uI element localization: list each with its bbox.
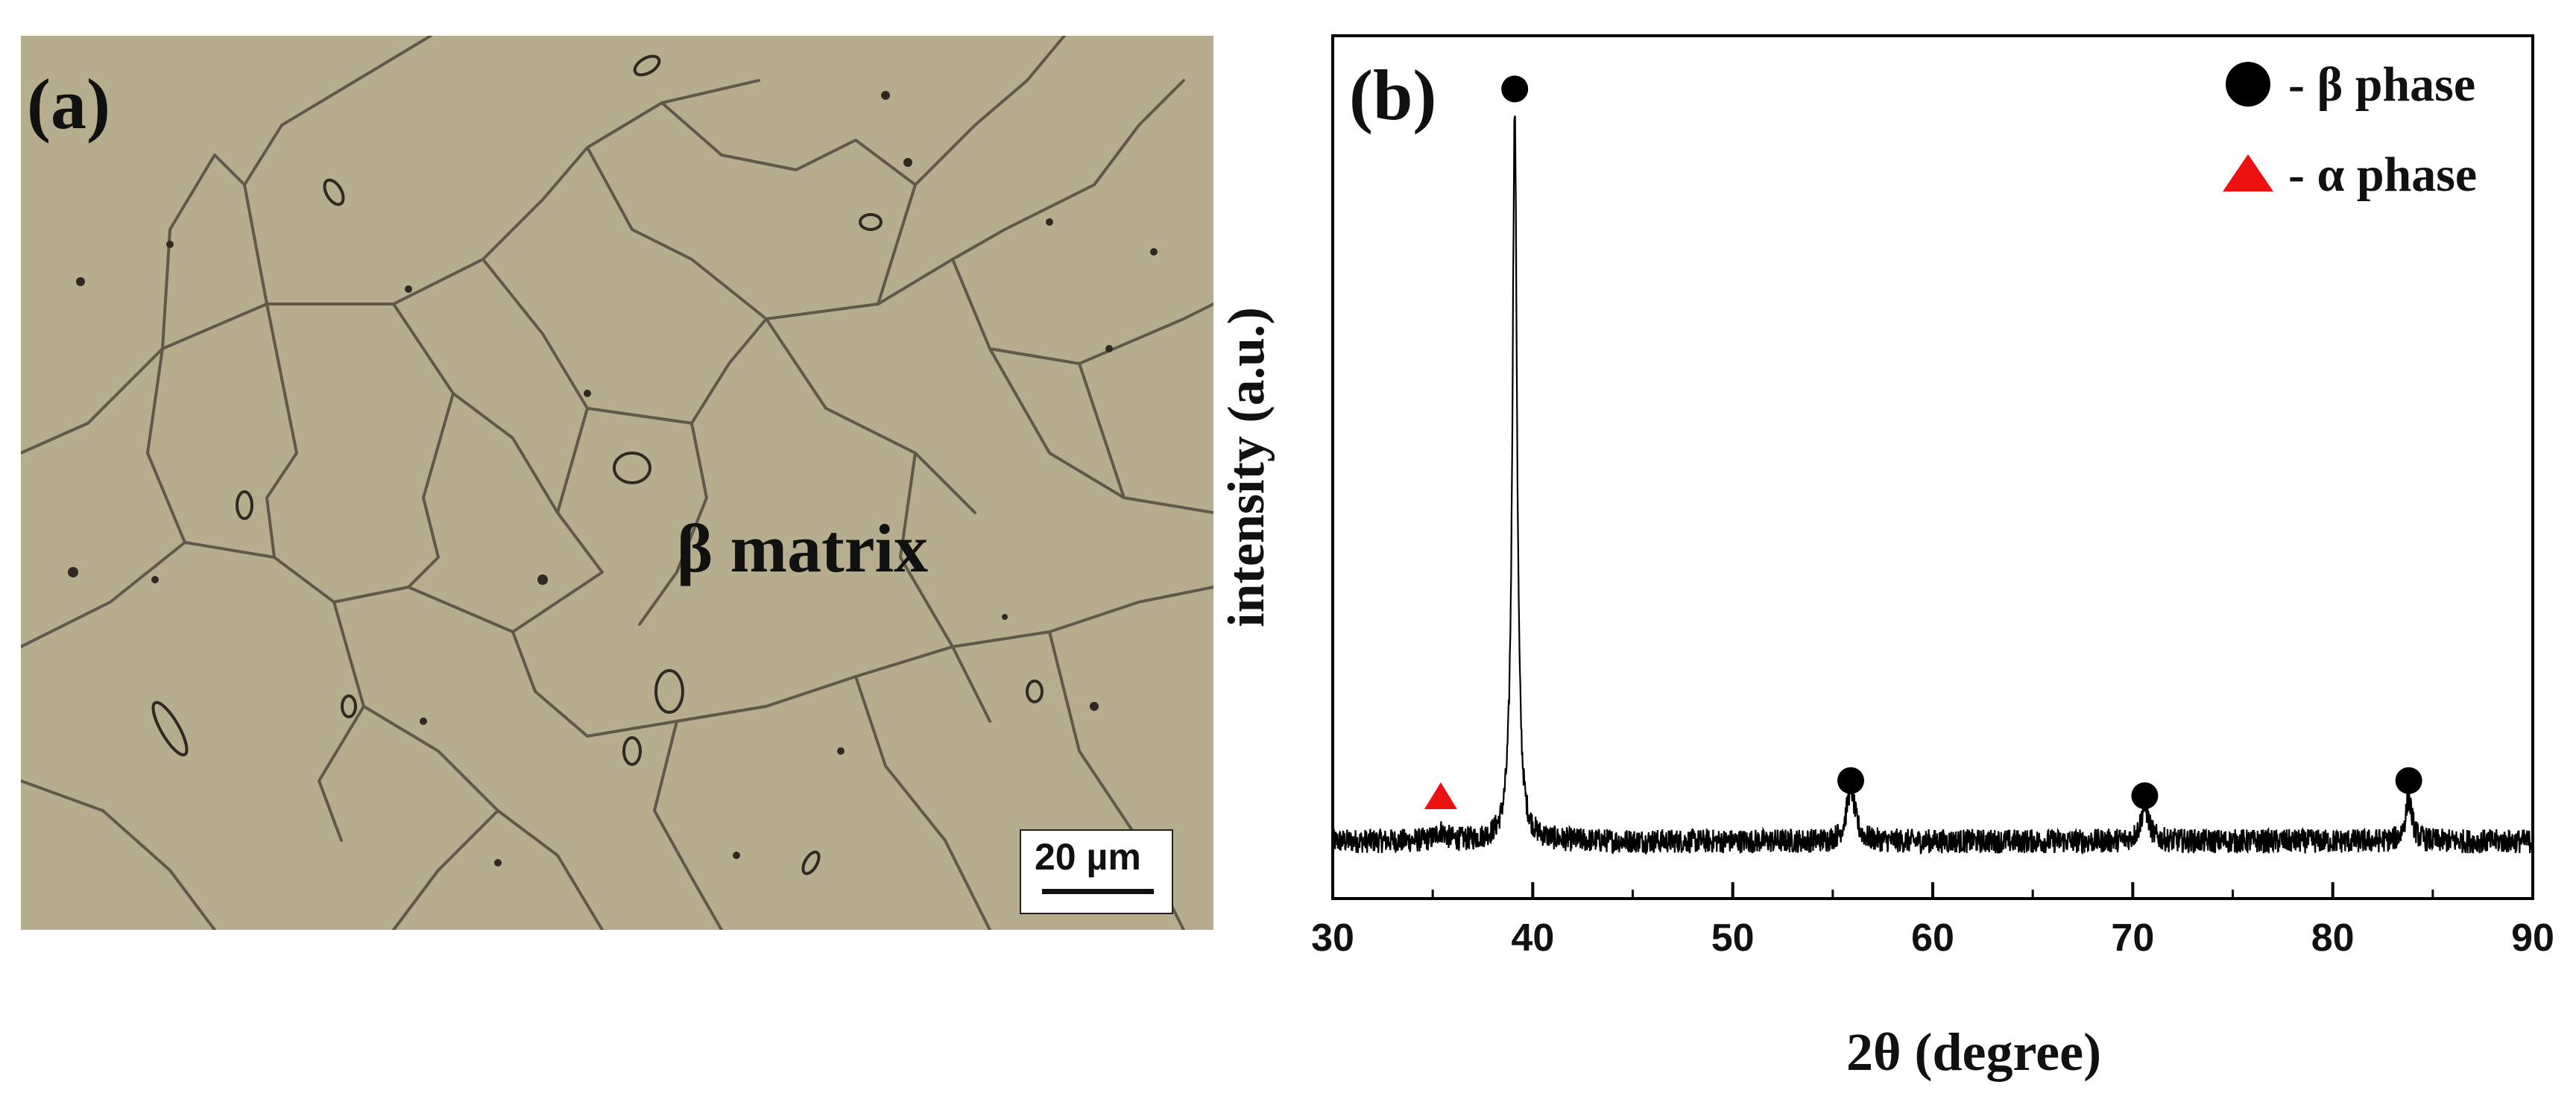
beta-phase-marker: [2395, 767, 2422, 794]
plot-frame: [1331, 34, 2534, 900]
beta-matrix-label: β matrix: [677, 510, 929, 586]
micrograph-image: [21, 36, 1213, 930]
legend: - β phase - α phase: [2223, 57, 2477, 202]
micrograph-background: [21, 36, 1213, 930]
phase-markers: [1424, 75, 2422, 809]
alpha-phase-marker: [1424, 782, 1457, 809]
x-tick-label: 90: [2511, 916, 2554, 960]
beta-phase-marker: [1837, 767, 1864, 794]
beta-phase-marker: [1501, 75, 1529, 103]
x-tick-label: 80: [2311, 916, 2355, 960]
x-tick-label: 70: [2111, 916, 2154, 960]
inclusions: [151, 54, 1044, 875]
scale-bar-label: 20 µm: [1035, 836, 1141, 878]
x-tick-label: 40: [1511, 916, 1554, 960]
panel-a-label: (a): [27, 64, 110, 144]
diffraction-pattern-line: [1331, 115, 2534, 855]
x-axis-title: 2θ (degree): [1846, 1022, 2101, 1082]
panel-b-label: (b): [1349, 55, 1436, 135]
y-axis-title: intensity (a.u.): [1218, 307, 1275, 627]
beta-phase-marker: [2131, 782, 2159, 809]
legend-beta-marker: [2226, 62, 2270, 107]
micrograph-panel: (a) β matrix 20 µm: [21, 36, 1213, 930]
xrd-chart-panel: 30 40 50 60 70 80 90 (b) 2θ (degree) intensity…: [1193, 0, 2576, 1099]
scale-bar-line: [1042, 889, 1154, 894]
legend-alpha-marker: [2223, 154, 2273, 191]
pits: [68, 91, 1158, 867]
scale-bar: 20 µm: [1020, 829, 1173, 914]
xrd-chart: 30 40 50 60 70 80 90 (b) 2θ (degree) intensity…: [1218, 34, 2554, 1082]
x-axis-ticks: 30 40 50 60 70 80 90: [1311, 882, 2554, 960]
legend-alpha-label: - α phase: [2288, 148, 2477, 202]
x-tick-label: 60: [1911, 916, 1954, 960]
grain-boundaries: [21, 36, 1213, 930]
x-tick-label: 50: [1711, 916, 1755, 960]
legend-beta-label: - β phase: [2288, 57, 2475, 112]
x-tick-label: 30: [1311, 916, 1354, 960]
